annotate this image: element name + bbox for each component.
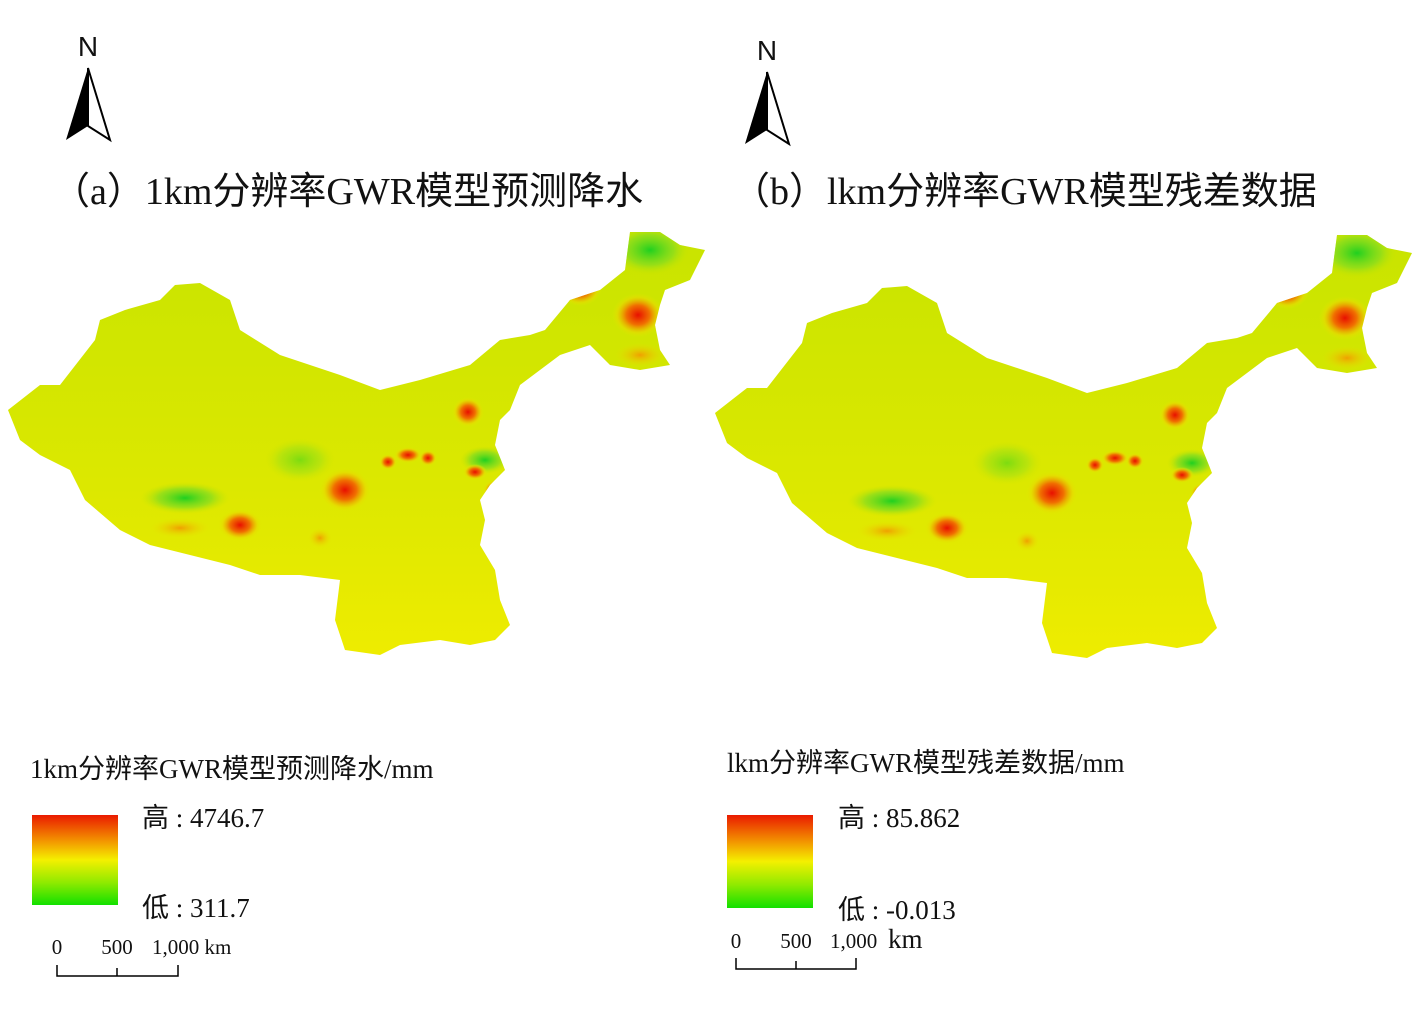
legend-ramp: [32, 815, 118, 905]
scale-bar: [735, 958, 857, 970]
legend-high: 高 : 4746.7: [142, 803, 264, 833]
legend-ramp: [727, 815, 813, 908]
legend-title: 1km分辨率GWR模型预测降水/mm: [30, 754, 434, 784]
north-label: N: [78, 31, 98, 62]
scale-label: km: [888, 924, 923, 954]
map-title: （a）1km分辨率GWR模型预测降水: [52, 171, 643, 213]
panel-b: N （b）lkm分辨率GWR模型残差数据 lkm分辨率GWR模型残差数据/mm …: [715, 35, 1412, 970]
north-label: N: [757, 35, 777, 66]
scale-label: 500: [101, 935, 133, 959]
map: [715, 228, 1412, 658]
legend-low: 低 : 311.7: [142, 893, 250, 923]
scale-label: 0: [731, 929, 742, 953]
scale-bar: [56, 965, 179, 977]
legend-title: lkm分辨率GWR模型残差数据/mm: [727, 748, 1125, 778]
north-arrow: [745, 71, 791, 147]
map-title: （b）lkm分辨率GWR模型残差数据: [732, 171, 1317, 213]
map: [8, 225, 705, 655]
north-arrow: [66, 67, 112, 143]
scale-label: 1,000: [830, 929, 877, 953]
legend-low: 低 : -0.013: [838, 895, 956, 925]
panel-a: N （a）1km分辨率GWR模型预测降水 1km分辨率GWR模型预测降水/mm …: [8, 31, 705, 977]
scale-label: 1,000 km: [152, 935, 231, 959]
scale-label: 0: [52, 935, 63, 959]
legend-high: 高 : 85.862: [838, 803, 960, 833]
scale-label: 500: [780, 929, 812, 953]
